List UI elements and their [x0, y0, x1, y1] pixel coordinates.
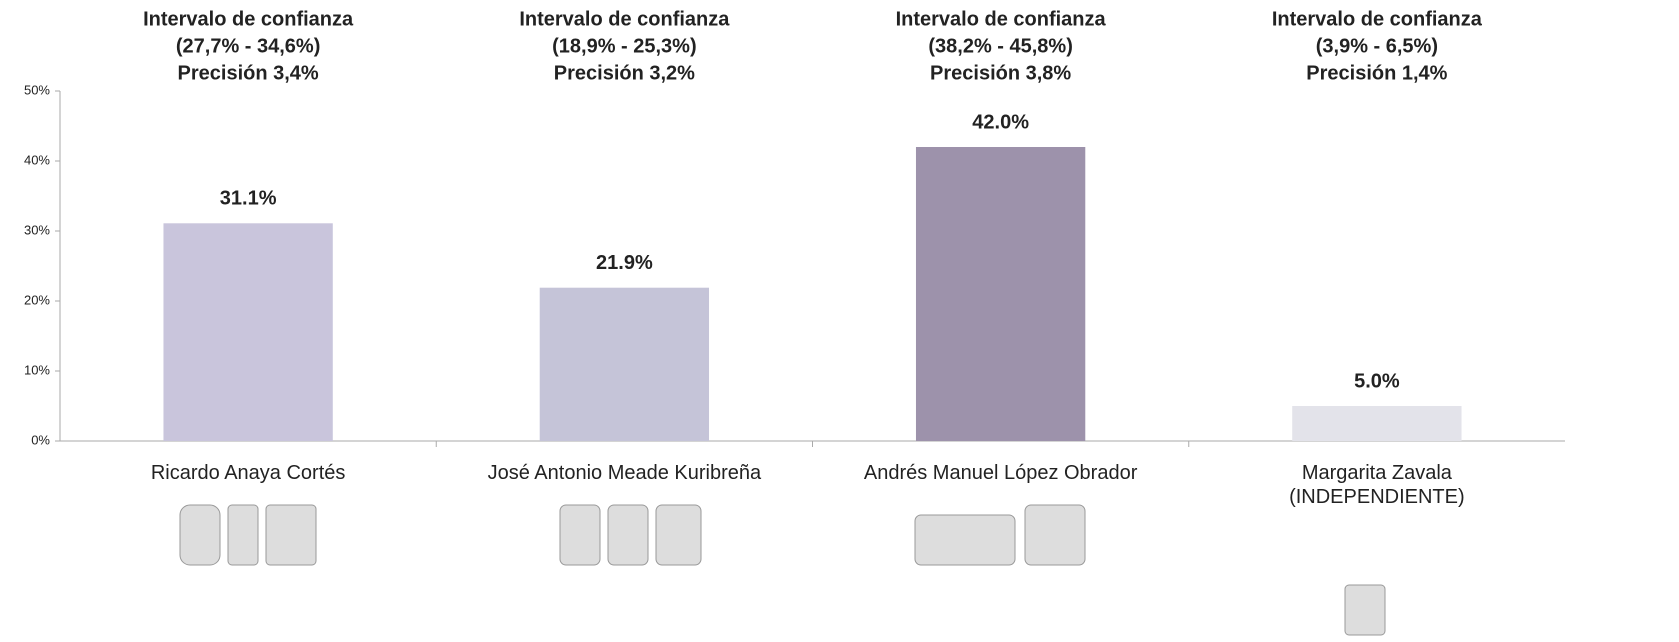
bar [915, 147, 1086, 441]
bar [163, 223, 333, 441]
x-tick-label: Ricardo Anaya Cortés [150, 462, 346, 484]
party-logos [179, 504, 1386, 636]
annotation: (3,9% - 6,5%) [1316, 35, 1438, 57]
bar [539, 287, 710, 441]
logo [559, 504, 601, 566]
annotation: Intervalo de confianza [1272, 8, 1483, 30]
x-tick-label: Andrés Manuel López Obrador [863, 462, 1138, 484]
logo [914, 514, 1016, 566]
annotation: Intervalo de confianza [519, 8, 730, 30]
logo [227, 504, 259, 566]
annotation: (38,2% - 45,8%) [928, 35, 1073, 57]
logo [607, 504, 649, 566]
logo [179, 504, 221, 566]
annotation: Precisión 1,4% [1306, 62, 1447, 84]
y-tick-label: 0% [31, 432, 50, 447]
value-label: 5.0% [1354, 370, 1400, 392]
annotation: Intervalo de confianza [143, 8, 354, 30]
logo [1024, 504, 1086, 566]
y-tick-label: 50% [24, 82, 50, 97]
y-tick-label: 30% [24, 222, 50, 237]
value-label: 21.9% [596, 252, 653, 274]
x-tick-label: José Antonio Meade Kuribreña [487, 462, 762, 484]
annotation: (27,7% - 34,6%) [176, 35, 321, 57]
value-label: 42.0% [972, 111, 1029, 133]
value-label: 31.1% [220, 188, 277, 210]
annotation: Precisión 3,4% [178, 62, 319, 84]
y-tick-label: 40% [24, 152, 50, 167]
bar [1292, 406, 1462, 441]
annotation: Precisión 3,8% [930, 62, 1071, 84]
logo [1344, 584, 1386, 636]
annotation: Intervalo de confianza [896, 8, 1107, 30]
logo [655, 504, 702, 566]
logo [265, 504, 317, 566]
annotation: Precisión 3,2% [554, 62, 695, 84]
y-tick-label: 20% [24, 292, 50, 307]
annotation: (18,9% - 25,3%) [552, 35, 697, 57]
x-tick-label: Margarita Zavala (INDEPENDIENTE) [1289, 462, 1465, 508]
y-tick-label: 10% [24, 362, 50, 377]
